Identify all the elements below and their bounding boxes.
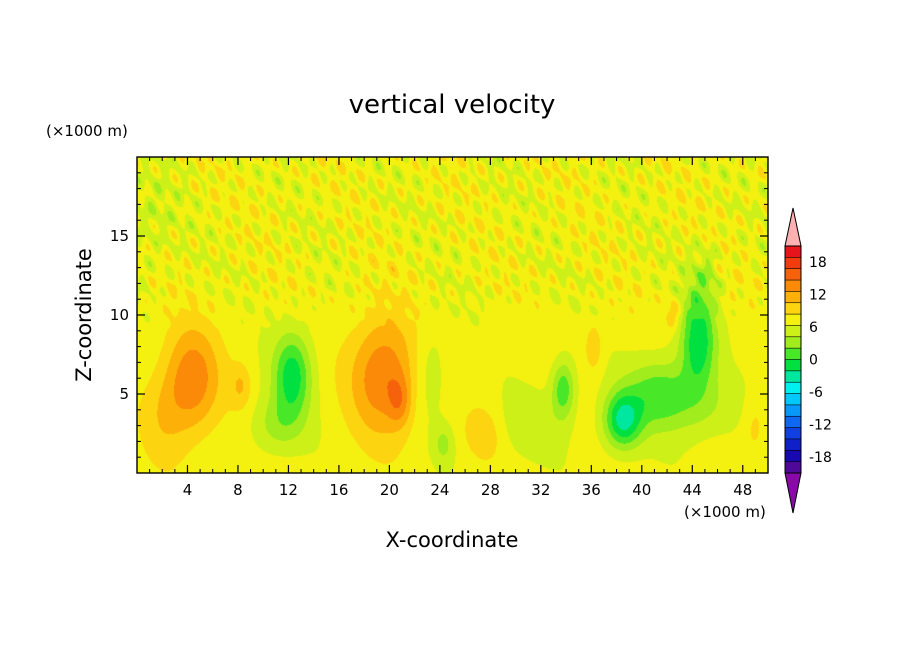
- y-tick-label: 15: [110, 227, 129, 245]
- colorbar-segment: [785, 404, 801, 417]
- y-tick-label: 5: [119, 385, 129, 403]
- colorbar-label: 6: [809, 320, 818, 336]
- y-axis-label: Z-coordinate: [72, 248, 96, 382]
- x-tick-label: 20: [380, 481, 399, 499]
- x-tick-label: 24: [430, 481, 449, 499]
- x-tick-label: 4: [183, 481, 193, 499]
- colorbar-segment: [785, 370, 801, 383]
- colorbar-lower-extend: [784, 472, 802, 514]
- colorbar-segment: [785, 336, 801, 349]
- colorbar-segment: [785, 359, 801, 372]
- x-tick-label: 36: [582, 481, 601, 499]
- colorbar-label: 18: [809, 255, 827, 271]
- x-tick-label: 40: [632, 481, 651, 499]
- colorbar-label: -6: [809, 385, 823, 401]
- colorbar-label: 0: [809, 353, 818, 369]
- y-axis-unit: (×1000 m): [46, 122, 128, 140]
- y-axis-ticks: 5 10 15: [110, 172, 768, 458]
- colorbar-segment: [785, 246, 801, 258]
- colorbar-label: -18: [809, 450, 832, 466]
- x-axis-ticks: 4 8 12 16 20 24 28 32 36 40 44 48: [149, 157, 756, 499]
- colorbar-label: -12: [809, 417, 832, 433]
- colorbar-segment: [785, 416, 801, 428]
- colorbar-segment: [785, 393, 801, 406]
- x-axis-label: X-coordinate: [386, 528, 519, 552]
- velocity-field: [137, 157, 768, 473]
- colorbar-segment: [785, 461, 801, 474]
- colorbar-segment: [785, 268, 801, 281]
- x-tick-label: 8: [233, 481, 243, 499]
- colorbar-segment: [785, 450, 801, 462]
- x-tick-label: 48: [733, 481, 752, 499]
- colorbar-segment: [785, 257, 801, 269]
- colorbar: 18 12 6 0 -6 -12 -18: [784, 207, 832, 514]
- colorbar-label: 12: [809, 288, 827, 304]
- plot-area: [136, 156, 769, 474]
- x-tick-label: 28: [481, 481, 500, 499]
- colorbar-segment: [785, 325, 801, 338]
- colorbar-segment: [785, 280, 801, 292]
- x-tick-label: 44: [683, 481, 702, 499]
- y-tick-label: 10: [110, 306, 129, 324]
- colorbar-segment: [785, 314, 801, 326]
- x-tick-label: 12: [279, 481, 298, 499]
- chart-title: vertical velocity: [349, 90, 556, 120]
- colorbar-segment: [785, 382, 801, 394]
- colorbar-segment: [785, 438, 801, 451]
- colorbar-segment: [785, 302, 801, 315]
- colorbar-upper-extend: [784, 207, 802, 247]
- colorbar-segment: [785, 348, 801, 360]
- x-tick-label: 32: [531, 481, 550, 499]
- x-axis-unit: (×1000 m): [684, 503, 766, 521]
- x-tick-label: 16: [329, 481, 348, 499]
- colorbar-segment: [785, 291, 801, 304]
- colorbar-segment: [785, 427, 801, 440]
